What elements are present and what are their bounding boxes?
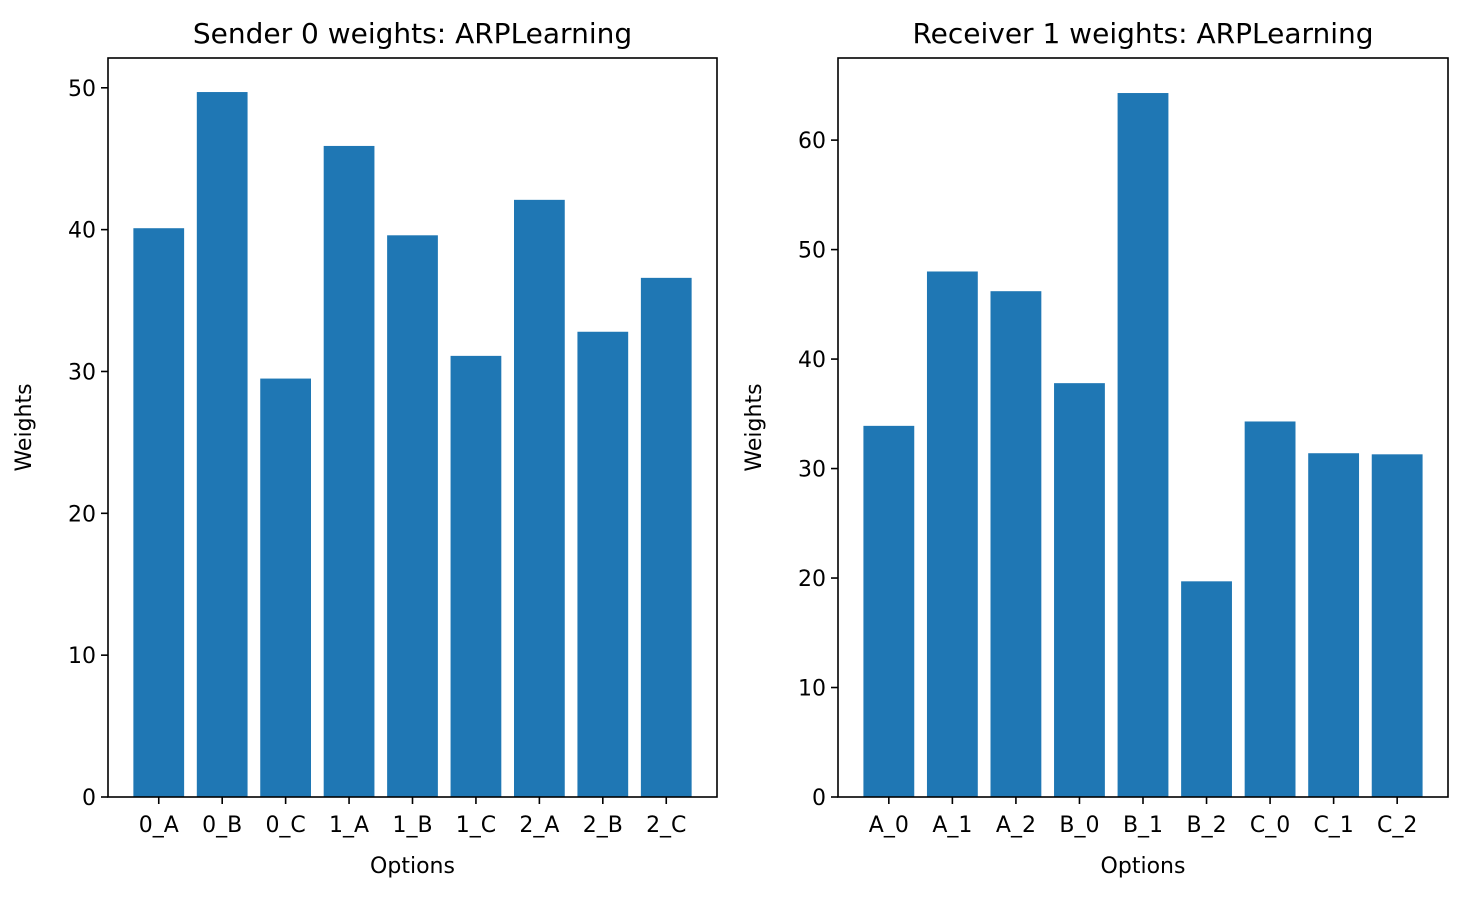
x-tick-label: B_2 [1186, 813, 1226, 838]
x-tick-label: 1_B [392, 813, 432, 838]
y-tick-label: 40 [68, 219, 96, 244]
x-tick-label: C_1 [1313, 813, 1353, 838]
bar-group [863, 93, 1423, 798]
bar-1_C [450, 355, 502, 797]
y-axis-ticks: 0 10 20 30 40 50 [68, 77, 108, 811]
x-axis-label: Options [370, 854, 455, 879]
x-tick-label: C_0 [1250, 813, 1290, 838]
bar-2_A [514, 199, 565, 798]
x-axis-ticks: A_0 A_1 A_2 B_0 B_1 B_2 C_0 C_1 C_2 [869, 797, 1417, 838]
x-axis-label: Options [1101, 854, 1186, 879]
y-tick-label: 0 [82, 786, 96, 811]
bar-0_A [133, 228, 185, 798]
y-axis-ticks: 0 10 20 30 40 50 60 [798, 129, 838, 811]
x-tick-label: 1_C [456, 813, 496, 838]
bar-A_2 [990, 291, 1042, 797]
x-tick-label: C_2 [1377, 813, 1417, 838]
x-tick-label: 2_B [583, 813, 623, 838]
bar-1_A [323, 145, 375, 798]
receiver-weights-panel: Receiver 1 weights: ARPLearning 0 10 20 30 4… [742, 17, 1449, 879]
sender-weights-panel: Sender 0 weights: ARPLearning 0 10 20 30 40 5… [12, 17, 718, 879]
chart-title: Sender 0 weights: ARPLearning [193, 17, 632, 50]
bar-2_C [640, 277, 692, 797]
x-tick-label: 1_A [329, 813, 369, 838]
bar-group [133, 92, 692, 798]
bar-B_1 [1117, 93, 1169, 798]
bar-C_2 [1371, 454, 1423, 797]
y-tick-label: 30 [798, 458, 826, 483]
x-axis-ticks: 0_A 0_B 0_C 1_A 1_B 1_C 2_A 2_B 2_C [139, 797, 686, 838]
x-tick-label: A_0 [869, 813, 909, 838]
chart-title: Receiver 1 weights: ARPLearning [912, 17, 1373, 50]
x-tick-label: A_1 [932, 813, 972, 838]
x-tick-label: B_0 [1059, 813, 1099, 838]
y-tick-label: 0 [812, 786, 826, 811]
bar-0_C [260, 378, 311, 797]
y-tick-label: 20 [798, 567, 826, 592]
bar-B_0 [1054, 383, 1105, 797]
bar-0_B [196, 92, 248, 797]
bar-2_B [577, 331, 629, 797]
plot-frame [837, 57, 1449, 798]
bar-B_2 [1181, 581, 1232, 797]
y-tick-label: 50 [68, 77, 96, 102]
bar-C_1 [1308, 453, 1360, 797]
bar-C_0 [1244, 421, 1296, 797]
x-tick-label: 0_C [265, 813, 305, 838]
x-tick-label: 0_A [139, 813, 179, 838]
x-tick-label: B_1 [1123, 813, 1163, 838]
x-tick-label: 2_C [646, 813, 686, 838]
plot-frame [107, 57, 718, 798]
y-tick-label: 20 [68, 502, 96, 527]
x-tick-label: A_2 [996, 813, 1036, 838]
y-tick-label: 10 [798, 677, 826, 702]
x-tick-label: 0_B [202, 813, 242, 838]
y-axis-label: Weights [742, 383, 767, 471]
y-tick-label: 60 [798, 129, 826, 154]
y-tick-label: 40 [798, 348, 826, 373]
y-tick-label: 50 [798, 239, 826, 264]
bar-A_1 [926, 271, 978, 797]
bar-1_B [387, 235, 438, 797]
y-tick-label: 30 [68, 360, 96, 385]
y-axis-label: Weights [12, 383, 37, 471]
x-tick-label: 2_A [519, 813, 559, 838]
bar-A_0 [863, 425, 915, 797]
y-tick-label: 10 [68, 644, 96, 669]
